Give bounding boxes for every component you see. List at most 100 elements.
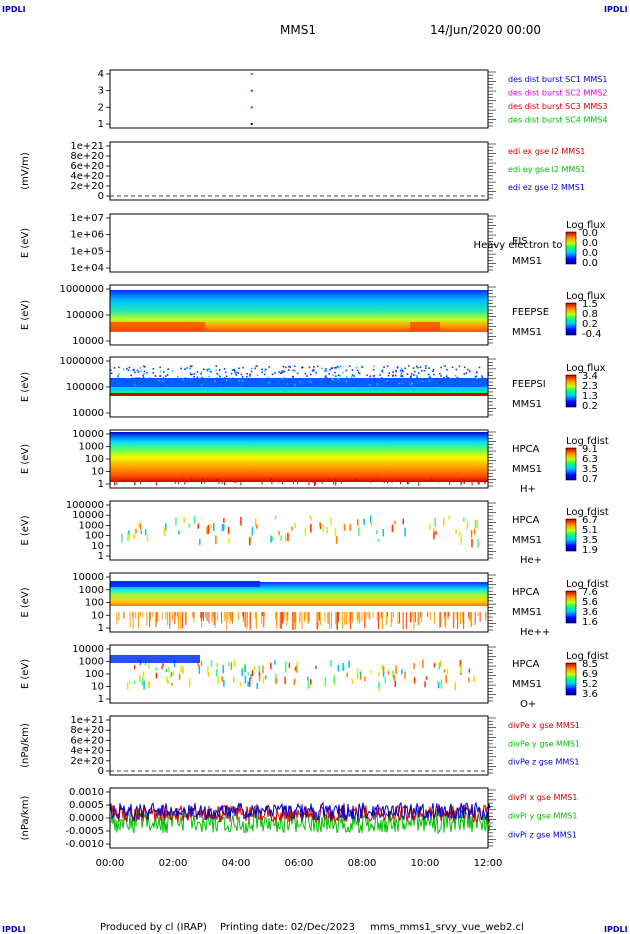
- feeps-ion-dot: [301, 367, 303, 369]
- panel-frame-panel3: [110, 214, 488, 272]
- instrument-label-panel5: MMS1: [512, 399, 542, 410]
- feeps-ion-dot: [428, 374, 430, 376]
- feeps-ion-dot: [432, 370, 434, 372]
- feeps-ion-dot: [402, 370, 404, 372]
- feeps-ion-dot: [413, 374, 415, 376]
- feeps-ion-dot: [332, 374, 334, 376]
- hpca-sparse-count: [446, 669, 448, 675]
- feeps-ion-dot: [118, 373, 120, 375]
- hpca-sparse-count: [347, 673, 349, 678]
- y-axis-label-panel10: (nPa/km): [20, 723, 31, 768]
- feeps-ion-dot: [219, 376, 221, 378]
- feeps-ion-dot: [140, 370, 142, 372]
- feeps-ion-dot: [417, 367, 419, 369]
- legend-entry-panel10: divPe x gse MMS1: [508, 721, 580, 730]
- colorbar-panel5: [566, 375, 576, 407]
- hpca-sparse-count: [222, 524, 224, 531]
- hpca-sparse-count: [275, 515, 277, 519]
- feeps-ion-dot: [132, 378, 134, 380]
- hpca-sparse-count: [401, 669, 403, 674]
- feeps-ion-dot: [404, 368, 406, 370]
- feeps-ion-dot: [383, 366, 385, 368]
- y-axis-label-panel11: (nPa/km): [20, 796, 31, 841]
- feeps-ion-dot: [235, 372, 237, 374]
- hpca-sparse-count: [210, 524, 212, 529]
- feeps-ion-dot: [193, 376, 195, 378]
- feeps-ion-dot: [281, 378, 283, 380]
- feeps-ion-dot: [265, 369, 267, 371]
- feeps-ion-dot: [294, 384, 296, 386]
- legend-entry-panel11: divPi z gse MMS1: [508, 830, 577, 839]
- hpca-sparse-count: [138, 522, 140, 527]
- feeps-ion-dot: [226, 375, 228, 377]
- time-axis-label: 06:00: [285, 858, 314, 869]
- hpca-sparse-count: [295, 667, 297, 671]
- hpca-sparse-count: [156, 673, 158, 679]
- feeps-ion-dot: [159, 375, 161, 377]
- feeps-ion-dot: [184, 368, 186, 370]
- hpca-sparse-count: [166, 677, 168, 682]
- feeps-ion-dot: [395, 375, 397, 377]
- feeps-ion-dot: [217, 385, 219, 387]
- feeps-ion-dot: [114, 384, 116, 386]
- feeps-ion-dot: [242, 376, 244, 378]
- hpca-sparse-count: [221, 676, 223, 681]
- feeps-ion-dot: [468, 380, 470, 382]
- feeps-ion-dot: [424, 370, 426, 372]
- feeps-ion-dot: [165, 375, 167, 377]
- hpca-sparse-count: [434, 663, 436, 667]
- hpca-sparse-count: [336, 536, 338, 544]
- hpca-o-band: [110, 655, 200, 663]
- feeps-ion-dot: [446, 375, 448, 377]
- feeps-ion-dot: [191, 374, 193, 376]
- feeps-ion-dot: [374, 381, 376, 383]
- colorbar-tick-panel4: -0.4: [582, 329, 602, 340]
- feeps-ion-dot: [366, 374, 368, 376]
- hpca-sparse-count: [297, 661, 299, 670]
- y-tick-label-panel11: 0.0000: [69, 813, 104, 824]
- feeps-ion-dot: [123, 378, 125, 380]
- feeps-ion-dot: [423, 379, 425, 381]
- feeps-ion-dot: [138, 371, 140, 373]
- hpca-sparse-count: [161, 666, 163, 669]
- hpca-sparse-count: [275, 678, 277, 684]
- hpca-sparse-count: [469, 669, 471, 673]
- feeps-ion-dot: [177, 376, 179, 378]
- hpca-sparse-count: [437, 680, 439, 684]
- hpca-sparse-count: [422, 660, 424, 668]
- y-tick-label-panel4: 1000000: [59, 284, 104, 295]
- hpca-sparse-count: [166, 669, 168, 672]
- hpca-sparse-count: [330, 517, 332, 525]
- hpca-sparse-count: [134, 665, 136, 669]
- hpca-sparse-count: [404, 672, 406, 679]
- feeps-ion-dot: [315, 372, 317, 374]
- feeps-ion-dot: [118, 376, 120, 378]
- corner-br: IPDLI: [604, 925, 628, 934]
- hpca-sparse-count: [197, 526, 199, 529]
- feeps-ion-dot: [464, 373, 466, 375]
- hpca-sparse-count: [259, 666, 261, 673]
- hpca-sparse-count: [194, 516, 196, 524]
- time-axis-label: 08:00: [348, 858, 377, 869]
- feeps-ion-dot: [351, 376, 353, 378]
- colorbar-panel8: [566, 591, 576, 623]
- feeps-ion-dot: [335, 367, 337, 369]
- y-tick-label-panel3: 1e+07: [70, 213, 104, 224]
- hpca-sparse-count: [199, 539, 201, 545]
- hpca-sparse-count: [435, 531, 437, 535]
- feeps-ion-dot: [133, 369, 135, 371]
- feeps-ion-dot: [374, 384, 376, 386]
- feeps-ion-dot: [432, 384, 434, 386]
- feeps-ion-dot: [218, 374, 220, 376]
- feeps-ion-dot: [356, 367, 358, 369]
- feeps-ion-dot: [326, 370, 328, 372]
- hpca-sparse-count: [330, 660, 332, 667]
- feeps-ion-dot: [456, 383, 458, 385]
- time-axis-label: 00:00: [96, 858, 125, 869]
- panel-frame-panel1: [110, 70, 488, 128]
- feeps-ion-dot: [452, 378, 454, 380]
- hpca-sparse-count: [249, 537, 251, 545]
- feeps-ion-dot: [325, 368, 327, 370]
- feeps-ion-dot: [306, 375, 308, 377]
- hpca-sparse-count: [358, 527, 360, 535]
